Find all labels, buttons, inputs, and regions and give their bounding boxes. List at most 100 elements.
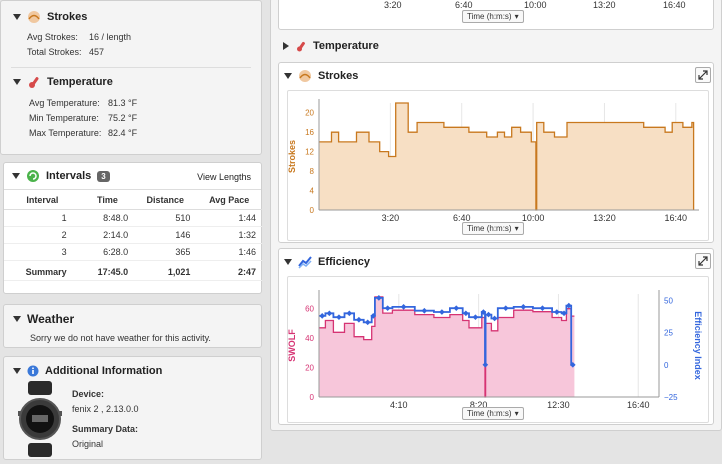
cell-interval: 1 — [4, 209, 81, 227]
intervals-panel: Intervals 3 View Lengths Interval Time D… — [3, 162, 262, 294]
chevron-down-icon: ▾ — [514, 224, 519, 233]
cell-time: 6:28.0 — [80, 243, 135, 261]
efficiency-point — [463, 310, 469, 317]
temperature-section-header[interactable]: Temperature — [283, 40, 379, 52]
cell-summary-label: Summary — [4, 260, 81, 281]
weather-title: Weather — [27, 312, 75, 326]
y-tick-label: 0 — [310, 206, 315, 215]
summary-data-value: Original — [72, 439, 104, 449]
cell-summary-distance: 1,021 — [134, 260, 197, 281]
efficiency-point — [326, 310, 333, 317]
efficiency-point — [364, 319, 371, 326]
efficiency-point — [453, 305, 460, 311]
strokes-chart-card: Strokes 0 4 8 12 16 20 3:20 6:40 10:00 13:20 16:40… — [278, 62, 714, 243]
cell-distance: 510 — [134, 209, 197, 227]
y-tick-label: 12 — [305, 148, 314, 157]
collapse-triangle-icon[interactable] — [13, 316, 21, 322]
expand-triangle-icon[interactable] — [283, 42, 289, 50]
efficiency-point — [319, 313, 326, 319]
efficiency-point — [370, 313, 377, 319]
efficiency-point — [346, 310, 353, 317]
time-axis-select[interactable]: Time (h:m:s) ▾ — [462, 222, 524, 235]
table-row[interactable]: 3 6:28.0 365 1:46 — [4, 243, 262, 261]
device-value: fenix 2 , 2.13.0.0 — [72, 404, 139, 414]
collapse-triangle-icon[interactable] — [13, 368, 21, 374]
collapse-triangle-icon[interactable] — [284, 259, 292, 265]
table-row[interactable]: 2 2:14.0 146 1:32 — [4, 226, 262, 244]
additional-info-title: Additional Information — [45, 365, 163, 377]
summary-row: Summary 17:45.0 1,021 2:47 — [4, 260, 262, 281]
efficiency-point — [439, 309, 445, 315]
tick-label: 13:20 — [593, 0, 616, 10]
col-distance[interactable]: Distance — [134, 191, 197, 210]
efficiency-point — [356, 316, 362, 323]
x-tick-label: 8:20 — [470, 400, 488, 410]
cell-pace: 1:32 — [196, 226, 262, 244]
swolf-line — [319, 296, 575, 398]
col-avg-pace[interactable]: Avg Pace — [196, 191, 262, 210]
efficiency-point — [421, 307, 428, 314]
intervals-title: Intervals — [46, 170, 92, 182]
watch-image — [18, 381, 62, 457]
cell-distance: 365 — [134, 243, 197, 261]
y-right-tick-label: 0 — [664, 361, 669, 370]
efficiency-point — [384, 305, 391, 311]
efficiency-point — [472, 314, 479, 321]
table-row[interactable]: 1 8:48.0 510 1:44 — [4, 209, 262, 227]
tick-label: 10:00 — [524, 0, 547, 10]
efficiency-point — [491, 315, 498, 322]
view-lengths-link[interactable]: View Lengths — [197, 172, 251, 182]
col-time[interactable]: Time — [80, 191, 135, 210]
strokes-icon — [28, 11, 40, 23]
intervals-count-badge: 3 — [97, 170, 110, 182]
y-right-tick-label: 50 — [664, 296, 673, 305]
min-temperature-stat: Min Temperature: 75.2 °F — [29, 113, 138, 123]
swolf-area — [319, 296, 575, 397]
y-tick-label: 8 — [310, 167, 315, 176]
efficiency-point — [336, 314, 342, 321]
chevron-down-icon: ▾ — [514, 409, 519, 418]
collapse-triangle-icon[interactable] — [13, 14, 21, 20]
x-tick-label: 3:20 — [382, 213, 400, 223]
time-axis-select[interactable]: Time (h:m:s) ▾ — [462, 407, 524, 420]
efficiency-chart-card: Efficiency 0 20 40 60 −25 0 25 50 4:10 8:20 12:30 1… — [278, 248, 714, 425]
additional-info-panel: Additional Information Device: fenix 2 ,… — [3, 356, 262, 460]
time-axis-select-value: Time (h:m:s) — [467, 12, 512, 21]
thermometer-icon — [29, 77, 39, 88]
summary-data-label: Summary Data: — [72, 424, 139, 434]
weather-panel: Weather Sorry we do not have weather for… — [3, 304, 262, 348]
collapse-triangle-icon[interactable] — [12, 173, 20, 179]
efficiency-point — [482, 361, 489, 368]
y-right-tick-label: −25 — [664, 393, 678, 402]
cell-time: 8:48.0 — [80, 209, 135, 227]
cell-summary-pace: 2:47 — [196, 260, 262, 281]
time-axis-select[interactable]: Time (h:m:s) ▾ — [462, 10, 524, 23]
y-left-tick-label: 20 — [305, 364, 314, 373]
collapse-triangle-icon[interactable] — [284, 73, 292, 79]
y-right-tick-label: 25 — [664, 329, 673, 338]
x-tick-label: 16:40 — [665, 213, 688, 223]
expand-chart-button[interactable] — [695, 67, 711, 83]
refresh-icon — [27, 170, 39, 182]
x-tick-label: 12:30 — [547, 400, 570, 410]
strokes-chart-title: Strokes — [318, 70, 359, 82]
thermometer-icon — [297, 41, 305, 52]
avg-temperature-stat: Avg Temperature: 81.3 °F — [29, 98, 138, 108]
efficiency-icon — [298, 256, 312, 269]
cell-interval: 2 — [4, 226, 81, 244]
col-interval[interactable]: Interval — [4, 191, 81, 210]
info-icon — [27, 365, 39, 377]
strokes-area — [319, 103, 694, 210]
top-chart-fragment: 3:20 6:40 10:00 13:20 16:40 Time (h:m:s)… — [278, 0, 714, 30]
efficiency-chart-frame — [287, 276, 709, 423]
x-tick-label: 13:20 — [593, 213, 616, 223]
collapse-triangle-icon[interactable] — [13, 79, 21, 85]
intervals-table: Interval Time Distance Avg Pace 1 8:48.0… — [4, 191, 262, 281]
max-temperature-stat: Max Temperature: 82.4 °F — [29, 128, 138, 138]
expand-chart-button[interactable] — [695, 253, 711, 269]
y-left-tick-label: 40 — [305, 334, 314, 343]
x-tick-label: 6:40 — [453, 213, 471, 223]
chevron-down-icon: ▾ — [514, 12, 519, 21]
y-right-axis-label: Efficiency Index — [693, 311, 703, 380]
x-tick-label: 4:10 — [390, 400, 408, 410]
